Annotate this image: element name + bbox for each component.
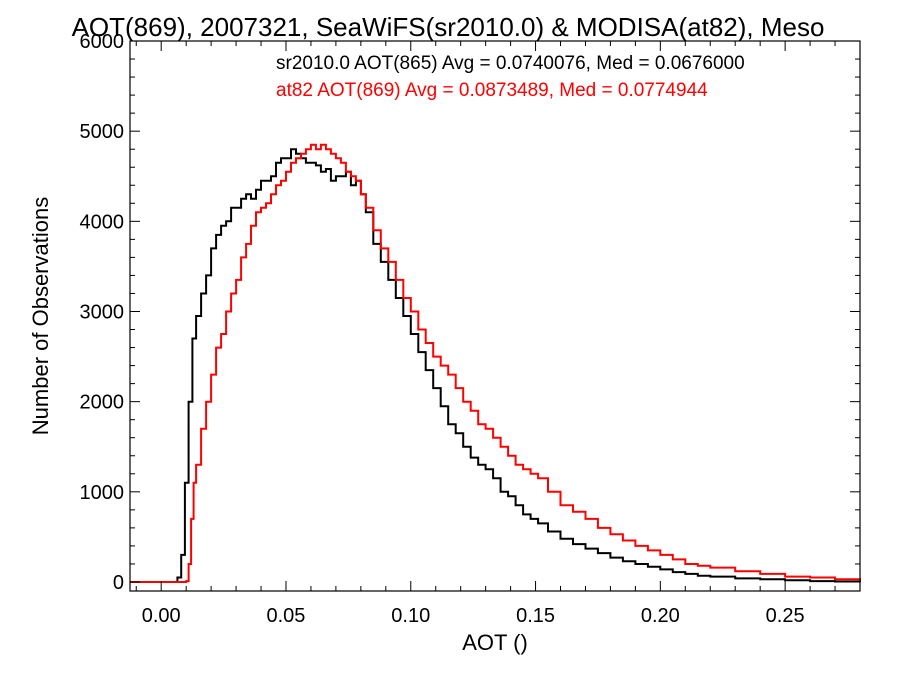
- annotation-at82: at82 AOT(869) Avg = 0.0873489, Med = 0.0…: [276, 80, 708, 101]
- series-line-1: [130, 148, 861, 583]
- annotation-sr2010: sr2010.0 AOT(865) Avg = 0.0740076, Med =…: [276, 53, 745, 74]
- x-axis-label: AOT (): [462, 630, 528, 655]
- x-axis-ticks: 0.00 0.05 0.10 0.15 0.20 0.25: [135, 41, 836, 627]
- y-tick-label: 2000: [80, 392, 125, 414]
- x-tick-label: 0.10: [391, 605, 430, 627]
- y-axis-label: Number of Observations: [28, 197, 53, 435]
- y-axis-ticks: 0 1000 2000 3000 4000 5000 6000: [80, 31, 860, 594]
- x-tick-label: 0.05: [267, 605, 306, 627]
- series-line-2: [130, 143, 861, 583]
- y-tick-label: 6000: [80, 31, 125, 53]
- plot-frame: [129, 40, 861, 592]
- x-tick-label: 0.20: [641, 605, 680, 627]
- y-tick-label: 3000: [80, 301, 125, 323]
- y-tick-label: 5000: [80, 121, 125, 143]
- x-tick-label: 0.25: [766, 605, 805, 627]
- x-tick-label: 0.00: [142, 605, 181, 627]
- y-tick-label: 4000: [80, 211, 125, 233]
- chart-title: AOT(869), 2007321, SeaWiFS(sr2010.0) & M…: [72, 12, 825, 42]
- series-layer: [130, 143, 861, 583]
- y-tick-label: 0: [113, 572, 124, 594]
- plot-area: 0.00 0.05 0.10 0.15 0.20 0.25 0 1000 2000 3000 40…: [80, 31, 861, 627]
- y-tick-label: 1000: [80, 482, 125, 504]
- x-tick-label: 0.15: [516, 605, 555, 627]
